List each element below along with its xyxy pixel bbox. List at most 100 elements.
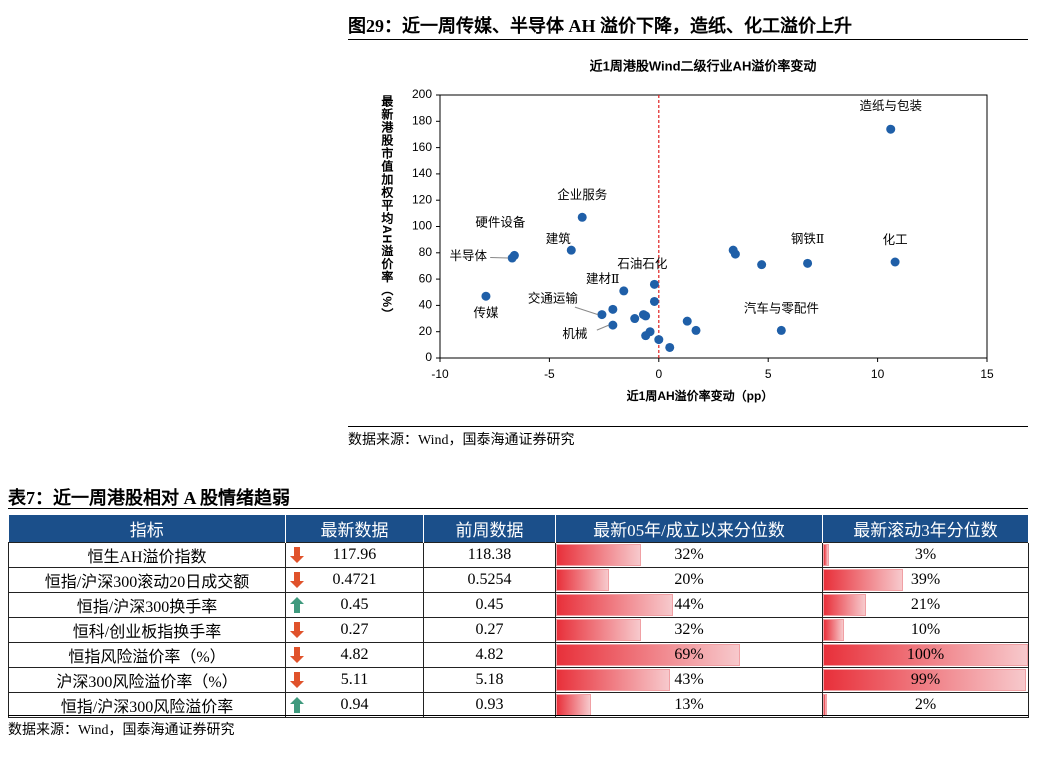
percentile-cell: 10% bbox=[822, 617, 1029, 643]
percentile-label: 32% bbox=[674, 546, 704, 563]
point bbox=[803, 258, 813, 268]
percentile-label: 13% bbox=[674, 696, 704, 713]
point bbox=[776, 325, 786, 335]
table-row: 沪深300风险溢价率（%） 5.11 5.18 43% 99% bbox=[8, 667, 1029, 693]
rule bbox=[8, 508, 1028, 509]
header-cell: 最新数据 bbox=[285, 515, 424, 543]
percentile-bar bbox=[556, 569, 610, 591]
figure-source: 数据来源：Wind，国泰海通证券研究 bbox=[348, 433, 575, 448]
point-label: 石油石化 bbox=[617, 257, 668, 271]
y-axis-label: 最新港股市值加权平均AH溢价率（%） bbox=[380, 95, 394, 321]
percentile-bar bbox=[823, 669, 1026, 691]
y-tick-label: 200 bbox=[412, 87, 432, 101]
percentile-cell: 43% bbox=[555, 667, 823, 693]
point bbox=[630, 314, 640, 324]
percentile-label: 69% bbox=[674, 646, 704, 663]
prev-cell: 0.27 bbox=[423, 617, 556, 643]
prev-cell: 118.38 bbox=[423, 542, 556, 568]
header-cell: 最新滚动3年分位数 bbox=[822, 515, 1029, 543]
percentile-cell: 21% bbox=[822, 592, 1029, 618]
point-label: 半导体 bbox=[449, 249, 487, 263]
point bbox=[608, 320, 618, 330]
percentile-cell: 100% bbox=[822, 642, 1029, 668]
percentile-cell: 44% bbox=[555, 592, 823, 618]
point-label: 传媒 bbox=[473, 305, 499, 320]
latest-value: 0.27 bbox=[340, 621, 369, 638]
y-tick-label: 100 bbox=[412, 219, 432, 233]
table-row: 恒指/沪深300滚动20日成交额 0.4721 0.5254 20% 39% bbox=[8, 567, 1029, 593]
prev-cell: 0.93 bbox=[423, 692, 556, 718]
point bbox=[507, 253, 517, 263]
trend-arrow bbox=[290, 697, 304, 713]
y-tick-label: 120 bbox=[412, 192, 432, 206]
x-tick-label: 0 bbox=[655, 367, 662, 381]
y-tick-label: 160 bbox=[412, 140, 432, 154]
point bbox=[757, 260, 767, 270]
point-label: 造纸与包装 bbox=[859, 99, 922, 113]
percentile-bar bbox=[556, 544, 642, 566]
percentile-bar bbox=[823, 694, 828, 716]
point bbox=[597, 310, 607, 320]
point-label: 钢铁Ⅱ bbox=[791, 232, 825, 246]
percentile-bar bbox=[823, 644, 1028, 666]
percentile-label: 21% bbox=[910, 596, 941, 613]
percentile-cell: 39% bbox=[822, 567, 1029, 593]
percentile-label: 10% bbox=[910, 621, 941, 638]
percentile-label: 32% bbox=[674, 621, 704, 638]
percentile-cell: 32% bbox=[555, 542, 823, 568]
trend-arrow bbox=[290, 547, 304, 563]
header-cell: 指标 bbox=[8, 515, 286, 543]
percentile-bar bbox=[823, 569, 903, 591]
y-tick-label: 80 bbox=[419, 245, 433, 259]
point bbox=[619, 286, 629, 296]
percentile-label: 20% bbox=[674, 571, 704, 588]
percentile-label: 100% bbox=[906, 646, 945, 663]
percentile-bar bbox=[823, 619, 844, 641]
percentile-bar bbox=[556, 694, 591, 716]
latest-value: 4.82 bbox=[340, 646, 369, 663]
point bbox=[577, 212, 587, 222]
x-tick-label: -5 bbox=[544, 367, 555, 381]
trend-arrow bbox=[290, 647, 304, 663]
indicator-cell: 恒指/沪深300换手率 bbox=[8, 592, 286, 618]
percentile-cell: 2% bbox=[822, 692, 1029, 718]
latest-value: 5.11 bbox=[340, 671, 369, 688]
indicator-cell: 恒指风险溢价率（%） bbox=[8, 642, 286, 668]
trend-arrow bbox=[290, 672, 304, 688]
point-label: 汽车与零配件 bbox=[744, 300, 819, 315]
percentile-label: 2% bbox=[914, 696, 937, 713]
prev-cell: 0.5254 bbox=[423, 567, 556, 593]
trend-arrow bbox=[290, 622, 304, 638]
percentile-bar bbox=[556, 669, 671, 691]
latest-value: 0.4721 bbox=[332, 571, 377, 588]
x-tick-label: 5 bbox=[765, 367, 772, 381]
point-label: 建材Ⅱ bbox=[586, 272, 620, 286]
rule bbox=[8, 715, 1028, 716]
percentile-cell: 99% bbox=[822, 667, 1029, 693]
figure-caption: 图29：近一周传媒、半导体 AH 溢价下降，造纸、化工溢价上升 bbox=[348, 16, 852, 36]
latest-cell: 117.96 bbox=[285, 542, 424, 568]
header-row: 指标 最新数据 前周数据 最新05年/成立以来分位数 最新滚动3年分位数 bbox=[8, 515, 1029, 543]
prev-cell: 0.45 bbox=[423, 592, 556, 618]
x-tick-label: 15 bbox=[980, 367, 994, 381]
latest-cell: 4.82 bbox=[285, 642, 424, 668]
percentile-bar bbox=[823, 594, 867, 616]
point-label: 化工 bbox=[883, 233, 908, 247]
point-label: 交通运输 bbox=[528, 290, 579, 305]
chart: 近1周港股Wind二级行业AH溢价率变动 近1周AH溢价率变动（pp） 最新港股… bbox=[380, 58, 994, 403]
point bbox=[691, 325, 701, 335]
trend-arrow bbox=[290, 597, 304, 613]
leader-line bbox=[596, 324, 610, 331]
percentile-cell: 20% bbox=[555, 567, 823, 593]
point bbox=[654, 335, 664, 345]
y-tick-label: 180 bbox=[412, 113, 432, 127]
point bbox=[665, 342, 675, 352]
percentile-cell: 32% bbox=[555, 617, 823, 643]
point bbox=[608, 304, 618, 314]
table-row: 恒科/创业板指换手率 0.27 0.27 32% 10% bbox=[8, 617, 1029, 643]
percentile-bar bbox=[556, 644, 740, 666]
latest-value: 0.94 bbox=[340, 696, 369, 713]
x-tick-label: -10 bbox=[431, 367, 449, 381]
point bbox=[886, 124, 896, 134]
